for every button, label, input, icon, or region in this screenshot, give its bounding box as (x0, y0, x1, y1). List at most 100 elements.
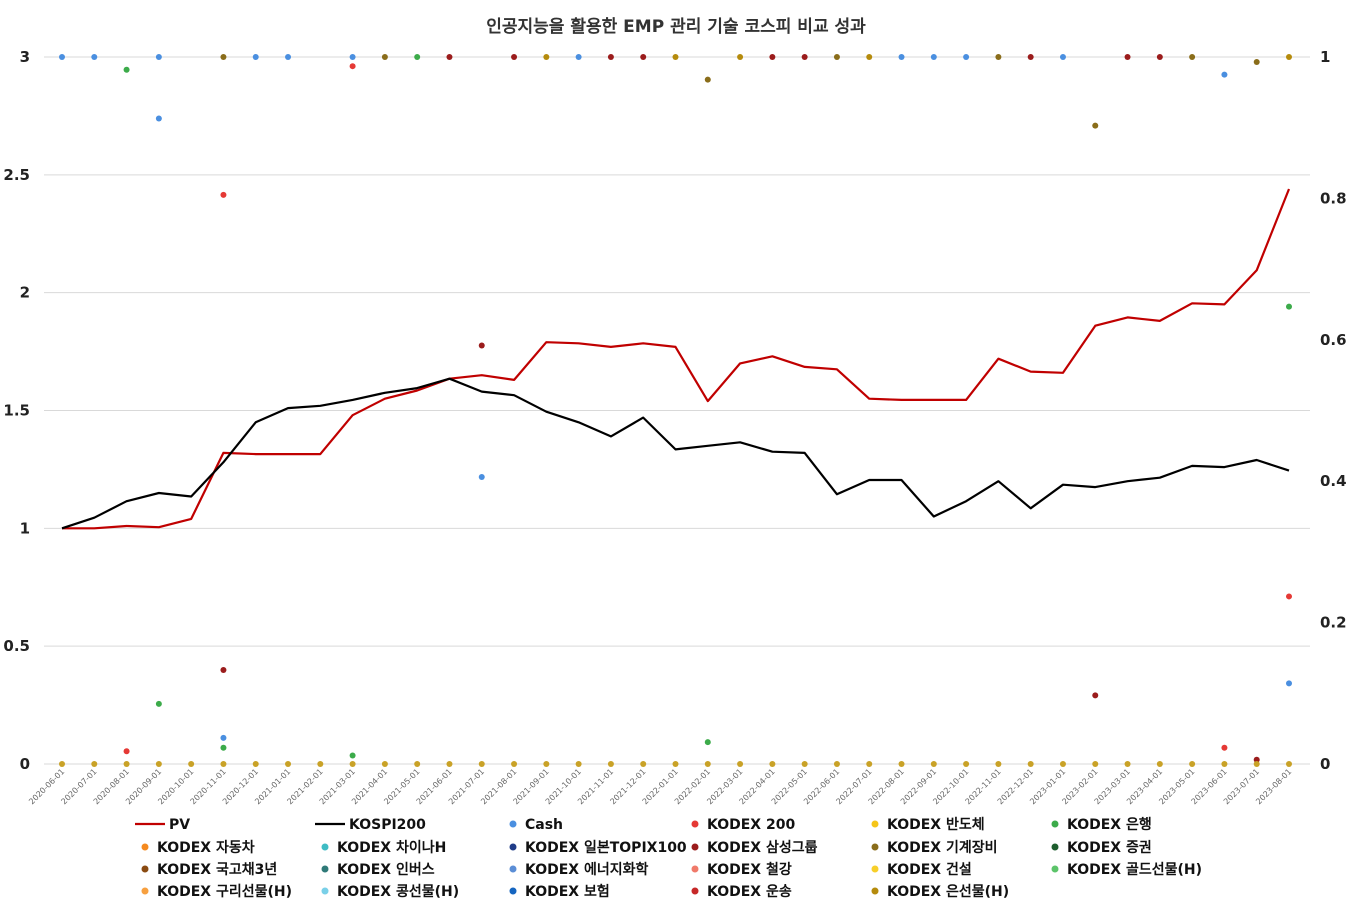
chart-title: 인공지능을 활용한 EMP 관리 기술 코스피 비교 성과 (486, 16, 866, 37)
scatter-point (91, 761, 98, 767)
scatter-point (220, 666, 227, 673)
legend-swatch (321, 843, 329, 851)
line-series (61, 188, 1291, 530)
scatter-point (123, 66, 130, 73)
legend-label: KODEX 건설 (887, 861, 972, 878)
legend-swatch (691, 865, 699, 873)
scatter-point (898, 54, 905, 60)
legend-label: KODEX 은행 (1067, 817, 1152, 833)
legend-label: KODEX 일본TOPIX100 (525, 840, 687, 856)
left-tick-label: 1 (20, 519, 30, 537)
scatter-point (349, 752, 356, 759)
legend-label: KODEX 반도체 (887, 816, 985, 833)
scatter-point (930, 54, 937, 60)
legend-label: KODEX 보험 (525, 883, 610, 900)
scatter-point (220, 744, 227, 751)
scatter-point (155, 700, 162, 707)
scatter-point (252, 54, 259, 60)
legend-label: KODEX 골드선물(H) (1067, 862, 1202, 878)
scatter-point (446, 54, 453, 60)
scatter-point (607, 761, 614, 767)
legend-swatch (1051, 820, 1059, 828)
scatter-point (995, 54, 1002, 60)
legend: PV KOSPI200 Cash KODEX 200 KODEX 반도체 KODEX 은행… (135, 816, 1202, 900)
scatter-point (478, 342, 485, 349)
scatter-point (349, 54, 356, 60)
scatter-point (381, 54, 388, 60)
legend-swatch (691, 887, 699, 895)
legend-swatch (509, 887, 517, 895)
scatter-point (349, 63, 356, 70)
scatter-point (91, 54, 98, 60)
right-tick-label: 0.2 (1320, 614, 1347, 632)
legend-swatch (509, 820, 517, 828)
scatter-point (1286, 680, 1292, 687)
scatter-point (1027, 54, 1034, 60)
legend-label: KODEX 철강 (707, 861, 792, 878)
scatter-point (704, 761, 711, 767)
legend-swatch (141, 887, 149, 895)
scatter-point (59, 54, 65, 60)
legend-swatch (871, 820, 879, 828)
scatter-point (769, 761, 776, 767)
scatter-point (155, 54, 162, 60)
scatter-point (123, 761, 130, 767)
legend-label: KODEX 운송 (707, 884, 792, 900)
scatter-point (575, 54, 582, 60)
left-tick-label: 0 (20, 755, 30, 773)
scatter-point (155, 761, 162, 767)
scatter-point (414, 54, 421, 60)
scatter-point (188, 761, 195, 767)
right-tick-label: 1 (1320, 48, 1330, 66)
right-axis: 0 0.2 0.4 0.6 0.8 1 (1320, 48, 1347, 773)
scatter-point (1221, 71, 1228, 78)
scatter-point (349, 761, 356, 767)
scatter-point (995, 761, 1002, 767)
legend-label: KOSPI200 (349, 817, 426, 833)
scatter-point (1124, 54, 1131, 60)
scatter-point (1156, 761, 1163, 767)
scatter-point (1221, 761, 1228, 767)
scatter-point (704, 76, 711, 83)
legend-swatch (509, 865, 517, 873)
left-tick-label: 2 (20, 284, 30, 302)
scatter-point (478, 761, 485, 767)
legend-label: KODEX 차이나H (337, 839, 446, 856)
scatter-point (737, 54, 744, 60)
scatter-point (801, 761, 808, 767)
legend-swatch (141, 865, 149, 873)
scatter-point (1221, 744, 1228, 751)
scatter-point (1253, 761, 1260, 767)
scatter-point (963, 761, 970, 767)
legend-label: PV (169, 817, 190, 833)
scatter-point (1059, 761, 1066, 767)
scatter-point (220, 191, 227, 198)
legend-label: KODEX 증권 (1067, 840, 1152, 856)
legend-label: KODEX 은선물(H) (887, 884, 1009, 900)
scatter-point (1286, 761, 1292, 767)
left-tick-label: 3 (20, 48, 30, 66)
scatter-points (59, 54, 1292, 767)
legend-swatch (691, 820, 699, 828)
scatter-point (1286, 54, 1292, 60)
scatter-point (1253, 756, 1260, 763)
legend-label: Cash (525, 817, 563, 833)
scatter-point (1189, 54, 1196, 60)
scatter-point (1156, 54, 1163, 60)
scatter-point (704, 739, 711, 746)
scatter-point (381, 761, 388, 767)
scatter-point (317, 761, 324, 767)
scatter-point (123, 748, 130, 755)
legend-swatch (871, 887, 879, 895)
scatter-point (672, 54, 679, 60)
scatter-point (1124, 761, 1131, 767)
legend-label: KODEX 자동차 (157, 840, 255, 856)
left-tick-label: 0.5 (3, 637, 30, 655)
scatter-point (672, 761, 679, 767)
grid-lines (44, 56, 1310, 765)
legend-label: KODEX 200 (707, 817, 795, 833)
scatter-point (898, 761, 905, 767)
scatter-point (543, 761, 550, 767)
legend-label: KODEX 에너지화학 (525, 862, 648, 878)
